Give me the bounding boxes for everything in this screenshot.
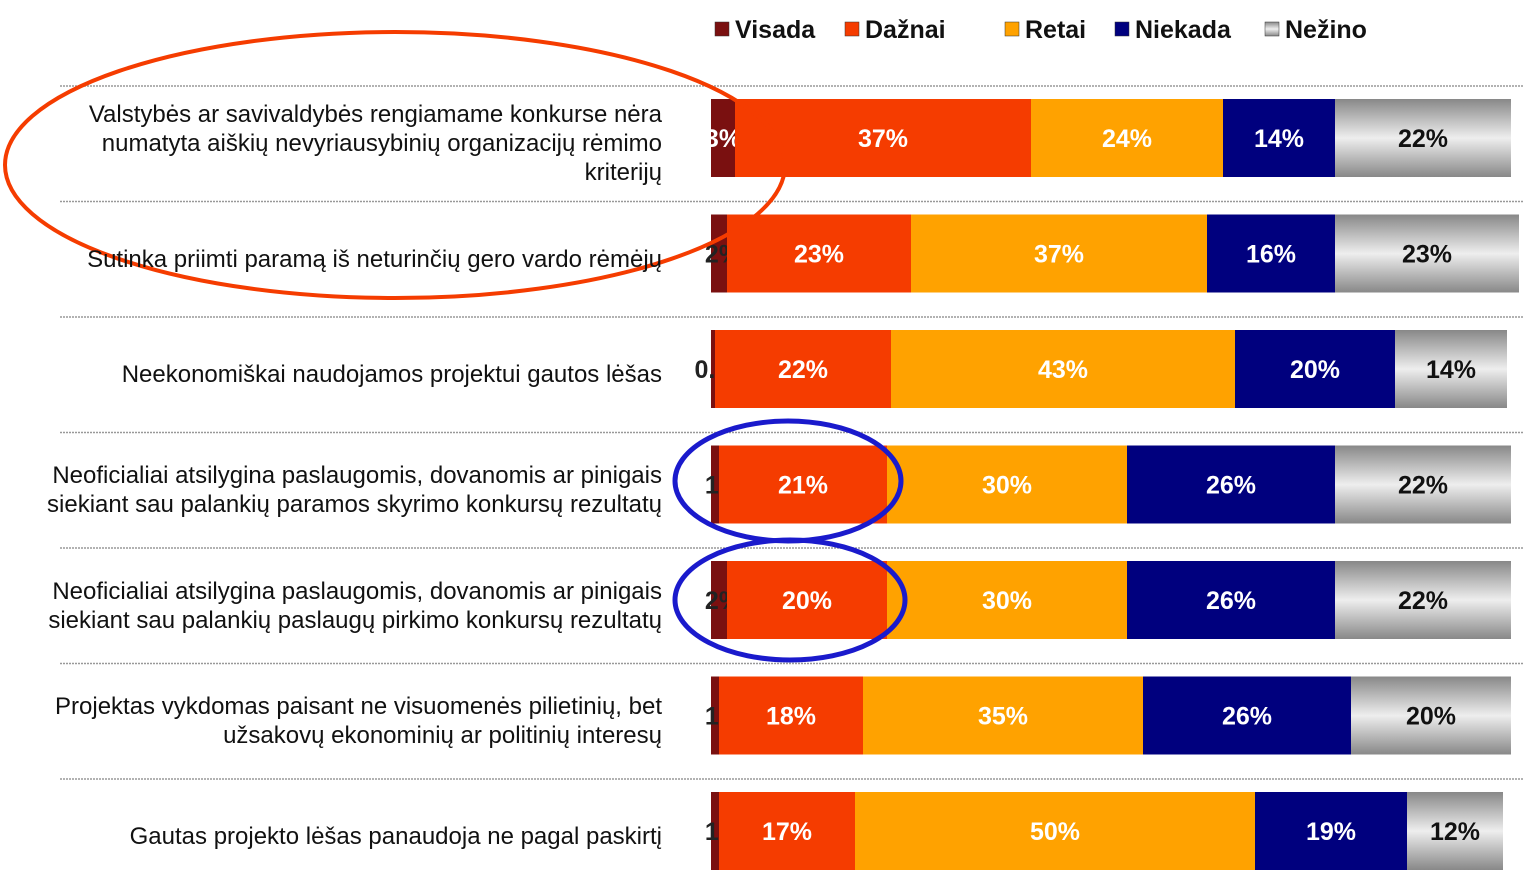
value-label: 21% [778, 472, 828, 500]
legend-swatch [714, 21, 730, 37]
legend-label: Retai [1025, 16, 1086, 44]
bar-segment [855, 792, 1255, 870]
value-label: 20% [1290, 356, 1340, 384]
value-label: 18% [766, 703, 816, 731]
category-label: Valstybės ar savivaldybės rengiamame kon… [88, 101, 662, 187]
value-label: 12% [1430, 818, 1480, 846]
legend-swatch [844, 21, 860, 37]
bar-segment [711, 99, 735, 177]
value-label: 30% [982, 587, 1032, 615]
category-label: Gautas projekto lėšas panaudoja ne pagal… [129, 823, 662, 851]
bar-segment [711, 792, 719, 870]
legend-label: Dažnai [865, 16, 946, 44]
bar-segment [911, 214, 1207, 293]
value-label: 26% [1222, 703, 1272, 731]
legend-label: Niekada [1135, 16, 1232, 44]
category-label: Sutinka priimti paramą iš neturinčių ger… [87, 245, 662, 273]
bar-segment [727, 214, 911, 293]
bar-segment [711, 445, 719, 524]
value-label: 14% [1254, 125, 1304, 153]
value-label: 23% [794, 241, 844, 269]
value-label: 26% [1206, 587, 1256, 615]
category-label: Neoficialiai atsilygina paslaugomis, dov… [48, 577, 662, 634]
value-label: 20% [1406, 703, 1456, 731]
legend-swatch [1264, 21, 1280, 37]
bar-segment [1255, 792, 1407, 870]
value-label: 22% [778, 356, 828, 384]
bar-segment [1223, 99, 1335, 177]
bar-segment [1335, 561, 1511, 639]
legend-swatch [1004, 21, 1020, 37]
value-label: 22% [1398, 587, 1448, 615]
value-label: 22% [1398, 125, 1448, 153]
bar-segment [1395, 330, 1507, 408]
bar-segment [1031, 99, 1223, 177]
value-label: 37% [1034, 241, 1084, 269]
bar-segment [1351, 676, 1511, 755]
bar-segment [863, 676, 1143, 755]
bar-segment [711, 330, 715, 408]
value-label: 24% [1102, 125, 1152, 153]
value-label: 30% [982, 472, 1032, 500]
value-label: 50% [1030, 818, 1080, 846]
bar-segment [711, 561, 727, 639]
value-label: 37% [858, 125, 908, 153]
value-label: 19% [1306, 818, 1356, 846]
category-label: Neekonomiškai naudojamos projektui gauto… [121, 361, 662, 389]
highlight-ellipse [672, 537, 908, 663]
value-label: 43% [1038, 356, 1088, 384]
value-label: 23% [1402, 241, 1452, 269]
bar-segment [715, 330, 891, 408]
bar-segment [1235, 330, 1395, 408]
bar-segment [887, 561, 1127, 639]
category-label: Projektas vykdomas paisant ne visuomenės… [55, 693, 662, 750]
bar-segment [1335, 214, 1519, 293]
value-label: 20% [782, 587, 832, 615]
bar-segment [711, 214, 727, 293]
value-label: 16% [1246, 241, 1296, 269]
bar-segment [1127, 561, 1335, 639]
bar-segment [887, 445, 1127, 524]
bar-segment [719, 792, 855, 870]
bar-segment [1407, 792, 1503, 870]
bar-segment [1335, 445, 1511, 524]
legend-label: Visada [735, 16, 816, 44]
bar-segment [711, 676, 719, 755]
value-label: 22% [1398, 472, 1448, 500]
bar-segment [719, 445, 887, 524]
bar-segment [727, 561, 887, 639]
value-label: 26% [1206, 472, 1256, 500]
bar-segment [1335, 99, 1511, 177]
bar-segment [1127, 445, 1335, 524]
value-label: 14% [1426, 356, 1476, 384]
category-label: Neoficialiai atsilygina paslaugomis, dov… [47, 462, 662, 519]
bar-segment [719, 676, 863, 755]
bar-segment [1207, 214, 1335, 293]
value-label: 17% [762, 818, 812, 846]
bar-segment [1143, 676, 1351, 755]
highlight-ellipse [3, 30, 787, 300]
value-label: 35% [978, 703, 1028, 731]
legend-swatch [1114, 21, 1130, 37]
bar-segment [891, 330, 1235, 408]
legend-label: Nežino [1285, 16, 1367, 44]
